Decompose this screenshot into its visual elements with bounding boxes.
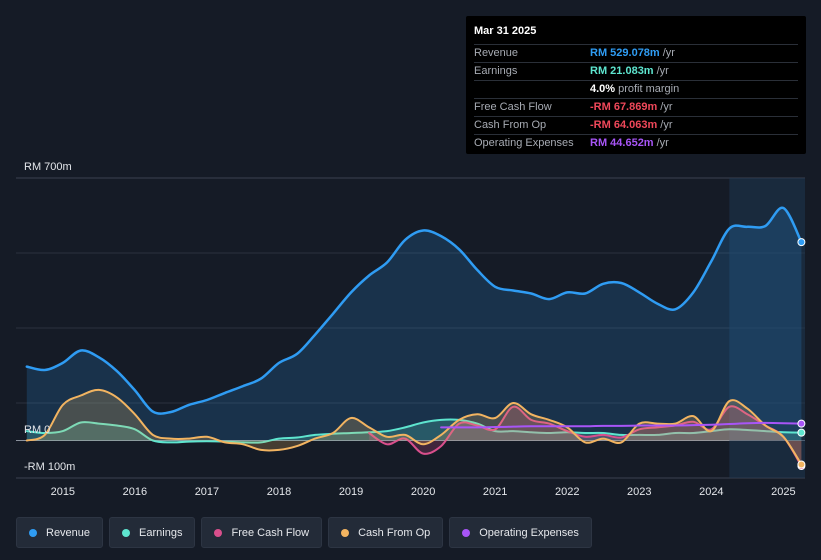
- legend-label: Operating Expenses: [479, 526, 579, 539]
- y-axis-label: -RM 100m: [24, 461, 75, 473]
- legend-dot: [341, 528, 350, 537]
- free-cash-flow-area: [369, 406, 802, 466]
- earnings-endpoint: [797, 428, 806, 437]
- legend-label: Cash From Op: [358, 526, 431, 539]
- legend-dot: [122, 528, 131, 537]
- y-axis-label: RM 700m: [24, 161, 72, 173]
- cash-from-op-area: [26, 389, 802, 465]
- tooltip-value: RM 21.083m: [590, 65, 654, 77]
- x-tick-label: 2017: [195, 486, 219, 498]
- tooltip-row: 4.0% profit margin: [474, 80, 798, 98]
- tooltip-row: Revenue RM 529.078m/yr: [474, 44, 798, 62]
- tooltip-date: Mar 31 2025: [474, 25, 537, 37]
- tooltip-row: Operating Expenses RM 44.652m/yr: [474, 134, 798, 152]
- forecast-highlight: [729, 178, 805, 478]
- earnings-line: [25, 418, 803, 444]
- tooltip-unit: /yr: [660, 101, 673, 113]
- y-axis: RM 700m RM 0 -RM 100m: [24, 161, 75, 473]
- tooltip-label: Earnings: [474, 65, 518, 77]
- cash-from-op-endpoint: [797, 460, 806, 469]
- x-tick-label: 2023: [627, 486, 651, 498]
- tooltip-unit: /yr: [660, 119, 673, 131]
- tooltip-unit: /yr: [656, 137, 669, 149]
- x-axis: 2015 2016 2017 2018 2019 2020 2021 2022 2023 2024…: [51, 486, 796, 498]
- tooltip-row: Cash From Op -RM 64.063m/yr: [474, 116, 798, 134]
- legend-item-revenue[interactable]: Revenue: [16, 517, 104, 548]
- tooltip-value: RM 44.652m: [590, 137, 654, 149]
- x-tick-label: 2020: [411, 486, 435, 498]
- chart: 2015 2016 2017 2018 2019 2020 2021 2022 2023 2024…: [16, 161, 806, 498]
- tooltip-value: -RM 64.063m: [590, 119, 658, 131]
- tooltip-row: Earnings RM 21.083m/yr: [474, 62, 798, 80]
- legend: Revenue Earnings Free Cash Flow Cash From O…: [16, 517, 598, 548]
- tooltip-unit: profit margin: [618, 83, 680, 95]
- legend-label: Free Cash Flow: [231, 526, 310, 539]
- x-tick-label: 2025: [771, 486, 795, 498]
- tooltip: Mar 31 2025 Revenue RM 529.078m/yr Earning…: [466, 16, 806, 154]
- legend-item-operating-expenses[interactable]: Operating Expenses: [449, 517, 592, 548]
- x-tick-label: 2022: [555, 486, 579, 498]
- gridlines: [16, 177, 805, 479]
- tooltip-label: Operating Expenses: [474, 137, 574, 149]
- tooltip-value: RM 529.078m: [590, 47, 660, 59]
- highlight-band: [729, 178, 805, 478]
- operating-expenses-line: [440, 421, 803, 429]
- revenue-area: [26, 207, 802, 441]
- legend-item-cash-from-op[interactable]: Cash From Op: [328, 517, 444, 548]
- operating-expenses-endpoint: [797, 419, 806, 428]
- tooltip-row: Free Cash Flow -RM 67.869m/yr: [474, 98, 798, 116]
- tooltip-label: [474, 81, 590, 98]
- legend-label: Earnings: [139, 526, 183, 539]
- x-tick-label: 2018: [267, 486, 291, 498]
- tooltip-unit: /yr: [662, 47, 675, 59]
- legend-item-free-cash-flow[interactable]: Free Cash Flow: [201, 517, 323, 548]
- tooltip-value: -RM 67.869m: [590, 101, 658, 113]
- tooltip-value: 4.0%: [590, 83, 616, 95]
- x-tick-label: 2019: [339, 486, 363, 498]
- tooltip-label: Revenue: [474, 47, 519, 59]
- tooltip-label: Cash From Op: [474, 119, 547, 131]
- free-cash-flow-line: [368, 405, 803, 467]
- legend-dot: [214, 528, 223, 537]
- cash-from-op-line: [25, 388, 803, 466]
- tooltip-label: Free Cash Flow: [474, 101, 552, 113]
- legend-label: Revenue: [46, 526, 91, 539]
- revenue-line: [25, 206, 803, 415]
- legend-dot: [29, 528, 37, 537]
- x-tick-label: 2021: [483, 486, 507, 498]
- y-axis-label: RM 0: [24, 424, 50, 436]
- tooltip-unit: /yr: [656, 65, 669, 77]
- revenue-endpoint: [797, 238, 806, 247]
- legend-dot: [462, 528, 471, 537]
- x-tick-label: 2015: [51, 486, 75, 498]
- x-tick-label: 2016: [123, 486, 147, 498]
- legend-item-earnings[interactable]: Earnings: [109, 517, 196, 548]
- x-tick-label: 2024: [699, 486, 723, 498]
- earnings-area: [26, 419, 802, 443]
- series-layer: [25, 206, 806, 470]
